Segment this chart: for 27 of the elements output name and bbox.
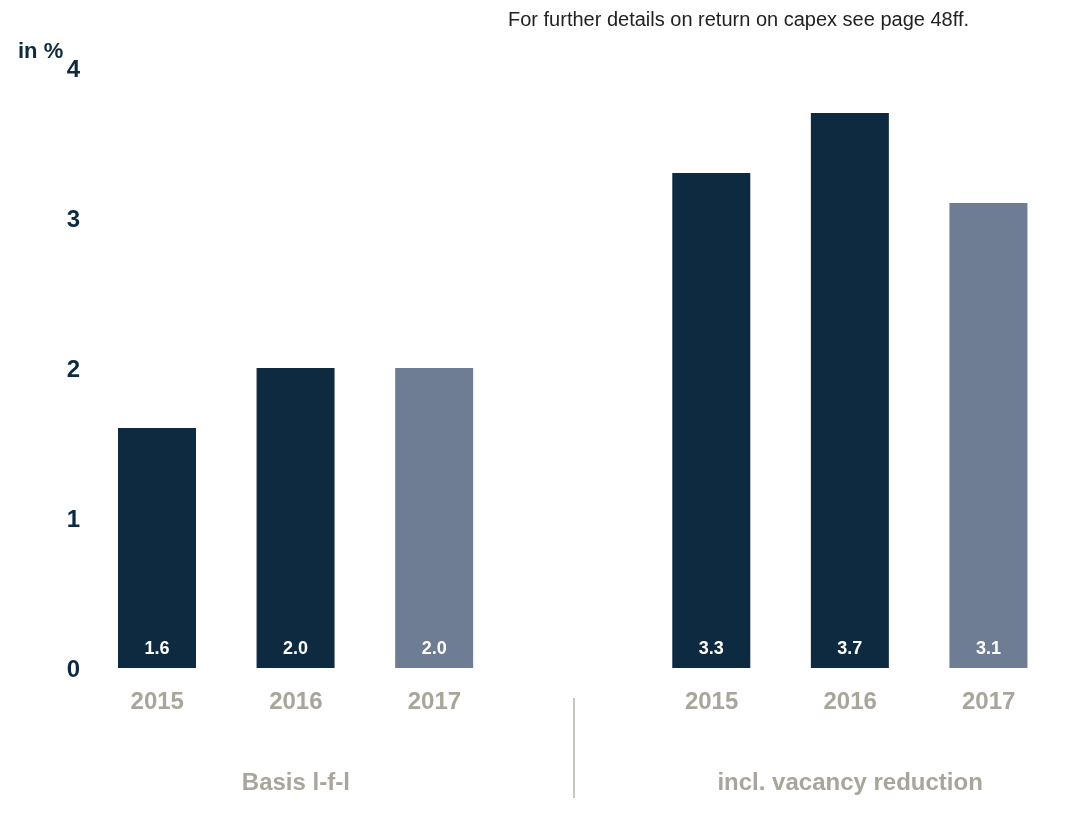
x-tick-label: 2015 <box>684 687 739 715</box>
y-tick-label: 1 <box>66 504 80 532</box>
data-label: 3.3 <box>698 638 724 658</box>
bar <box>118 428 196 668</box>
x-tick-label: 2016 <box>269 687 323 715</box>
x-tick-label: 2016 <box>823 687 877 715</box>
text: For further details on return on capex see page 48ff. <box>508 8 970 31</box>
y-tick-label: 3 <box>66 204 80 232</box>
bar <box>949 203 1028 668</box>
y-tick-label: 2 <box>66 354 80 382</box>
data-label: 3.1 <box>975 638 1001 658</box>
data-label: 3.7 <box>837 638 863 658</box>
x-tick-label: 2015 <box>130 687 184 715</box>
bar <box>810 113 889 668</box>
data-label: 1.6 <box>144 638 170 658</box>
y-tick-label: 0 <box>66 654 80 682</box>
y-axis-title: in % <box>18 38 64 64</box>
x-tick-label: 2017 <box>407 687 462 715</box>
text: Basis l-f-l <box>240 768 351 796</box>
y-tick-label: 4 <box>66 54 81 82</box>
data-label: 2.0 <box>283 638 309 658</box>
bar <box>256 368 335 668</box>
data-label: 2.0 <box>421 638 447 658</box>
x-tick-label: 2017 <box>962 687 1016 715</box>
text: incl. vacancy reduction <box>716 768 984 796</box>
bar <box>672 173 751 668</box>
bar <box>395 368 474 668</box>
